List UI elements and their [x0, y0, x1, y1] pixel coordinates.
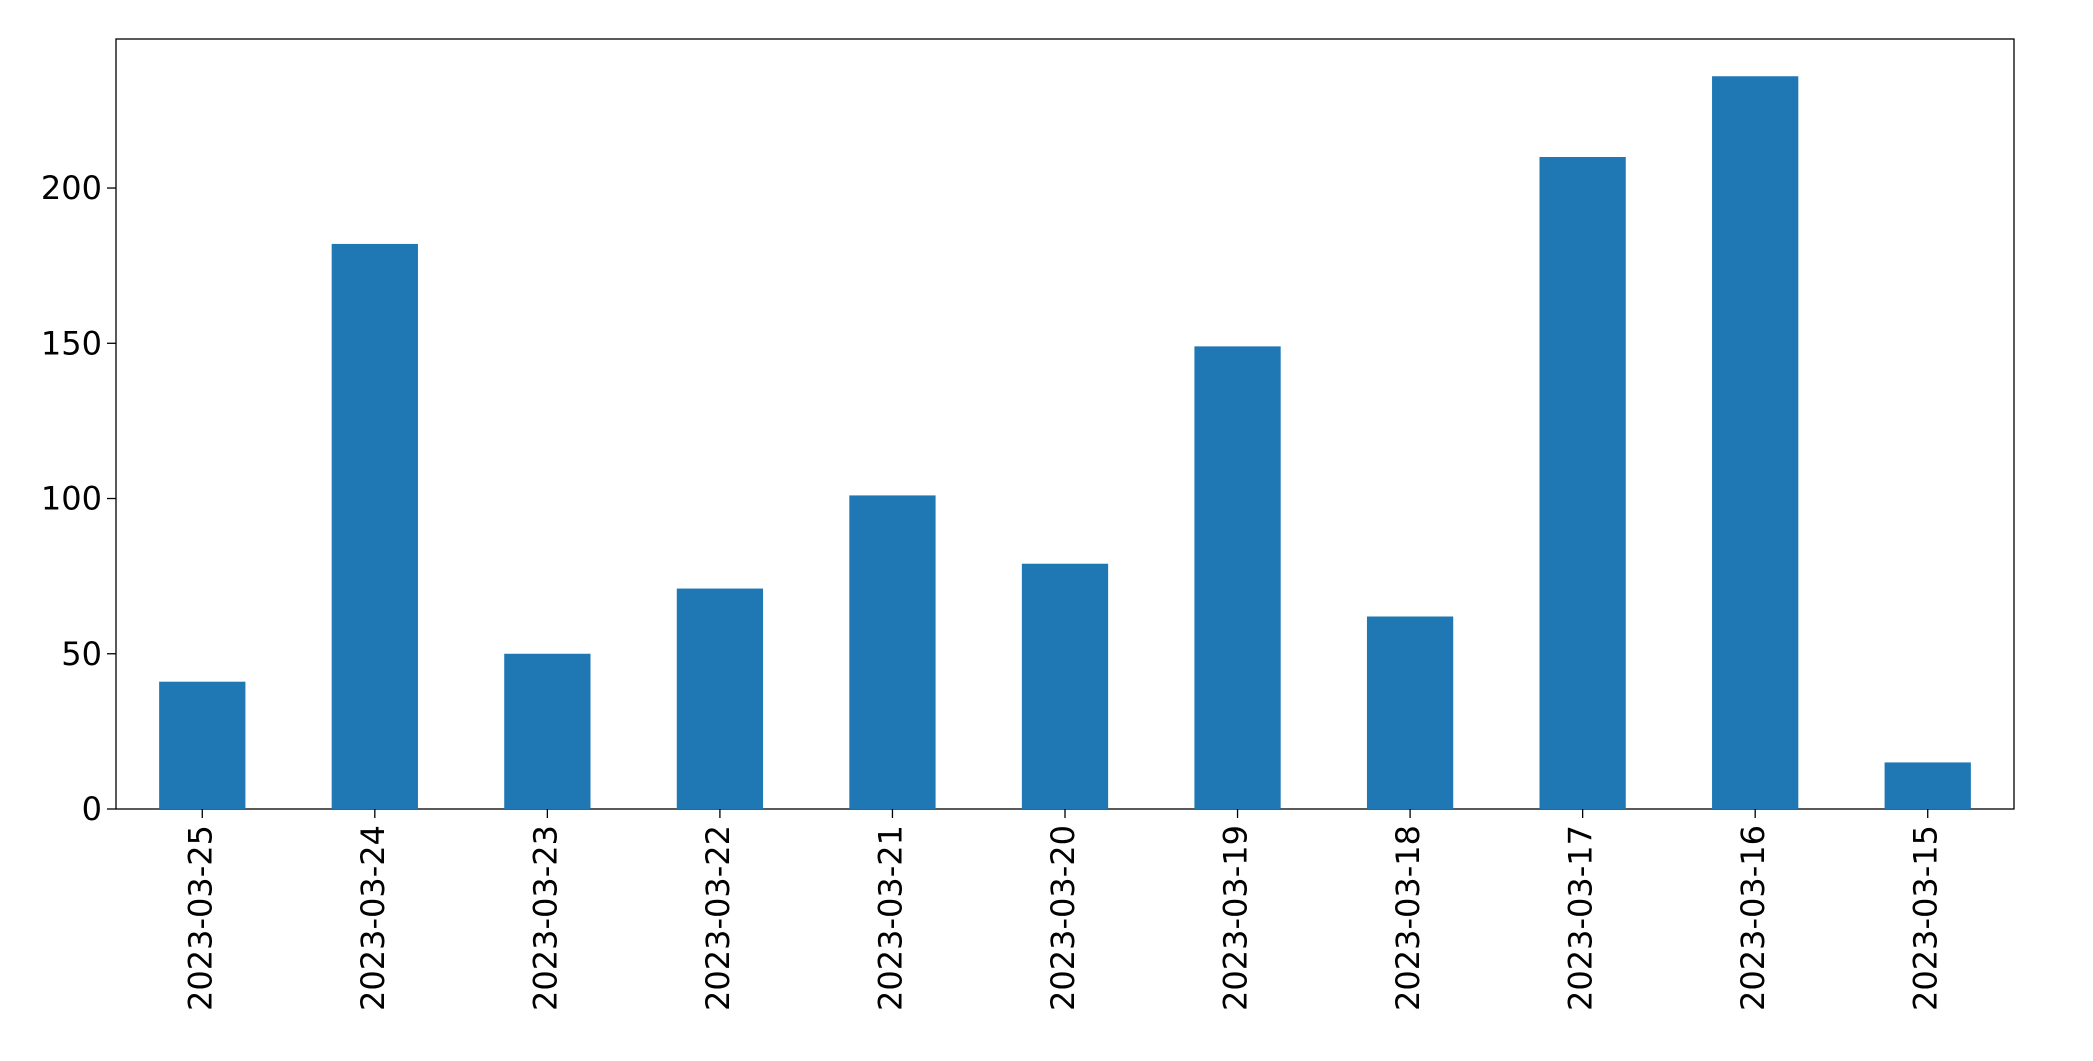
bar [331, 243, 418, 809]
x-tick-label: 2023-03-22 [699, 825, 737, 1011]
y-tick-label: 200 [41, 169, 102, 207]
y-tick-label: 50 [61, 635, 102, 673]
x-tick-label: 2023-03-21 [871, 825, 909, 1011]
x-tick-label: 2023-03-15 [1907, 825, 1945, 1011]
x-tick-label: 2023-03-25 [181, 825, 219, 1011]
bar [849, 495, 936, 809]
y-tick-label: 0 [82, 790, 102, 828]
x-tick-label: 2023-03-20 [1044, 825, 1082, 1011]
x-tick-label: 2023-03-17 [1562, 825, 1600, 1011]
y-tick-label: 150 [41, 324, 102, 362]
bar [504, 653, 591, 809]
bar [159, 681, 246, 809]
x-tick-label: 2023-03-23 [526, 825, 564, 1011]
bar [1884, 762, 1971, 809]
x-tick-label: 2023-03-18 [1389, 825, 1427, 1011]
bar [1712, 76, 1799, 810]
bar [1194, 346, 1281, 809]
bar [676, 588, 764, 809]
y-tick-label: 100 [41, 480, 102, 518]
x-tick-label: 2023-03-19 [1217, 825, 1255, 1011]
x-tick-label: 2023-03-24 [354, 825, 392, 1011]
bar [1366, 616, 1454, 809]
x-tick-label: 2023-03-16 [1734, 825, 1772, 1011]
bar [1021, 563, 1109, 809]
bar [1539, 156, 1626, 809]
